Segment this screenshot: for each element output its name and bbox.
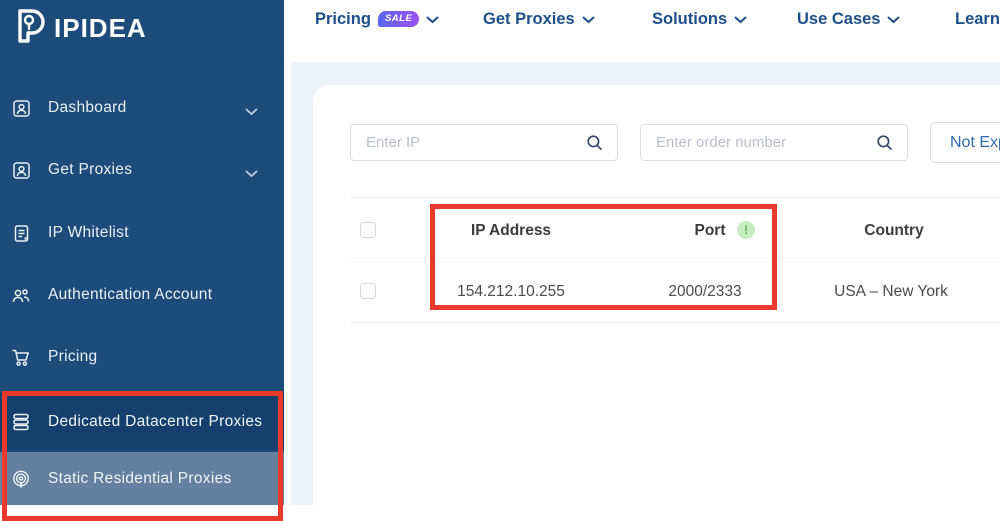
sidebar-item-dedicated-datacenter-proxies[interactable]: Dedicated Datacenter Proxies [0, 393, 284, 450]
nav-label: Use Cases [797, 9, 881, 28]
brand-name: IPIDEA [54, 13, 147, 43]
nav-item-get-proxies[interactable]: Get Proxies [483, 0, 595, 38]
sidebar-item-pricing[interactable]: Pricing [0, 339, 284, 375]
nav-label: Solutions [652, 9, 728, 28]
order-search-input[interactable] [641, 134, 876, 151]
sale-badge: SALE [377, 11, 420, 27]
id-card-icon [11, 160, 31, 180]
column-header-port: Port [694, 222, 726, 239]
nav-label: Get Proxies [483, 9, 575, 28]
port-info-icon[interactable]: ! [737, 221, 755, 239]
table-divider [350, 322, 1000, 323]
chevron-down-icon [734, 10, 747, 29]
nav-label: Learn [955, 9, 1000, 28]
sidebar-item-static-residential-proxies[interactable]: Static Residential Proxies [0, 452, 284, 505]
select-all-checkbox[interactable] [360, 222, 376, 238]
content-gutter [284, 62, 291, 505]
sidebar-item-label: Authentication Account [48, 286, 213, 303]
chevron-down-icon [245, 103, 258, 121]
nav-item-learn[interactable]: Learn [955, 0, 1000, 38]
sidebar-item-label: Dashboard [48, 99, 127, 116]
expiry-status-label: Not Exp [950, 133, 1000, 151]
sidebar-item-authentication-account[interactable]: Authentication Account [0, 277, 284, 313]
expiry-status-filter[interactable]: Not Exp [930, 122, 1000, 163]
sidebar-item-label: Static Residential Proxies [48, 469, 232, 487]
sidebar: IPIDEA Dashboard Get Proxies [0, 0, 284, 505]
brand-logo[interactable]: IPIDEA [12, 7, 147, 50]
sidebar-item-label: Get Proxies [48, 161, 133, 178]
sidebar-item-dashboard[interactable]: Dashboard [0, 90, 284, 126]
column-header-ip-address: IP Address [470, 222, 552, 239]
cell-country: USA – New York [834, 283, 948, 300]
nav-item-solutions[interactable]: Solutions [652, 0, 747, 38]
row-checkbox[interactable] [360, 283, 376, 299]
search-icon[interactable] [586, 134, 603, 151]
order-search-box [640, 124, 908, 161]
sidebar-item-label: IP Whitelist [48, 224, 129, 241]
chevron-down-icon [582, 10, 595, 29]
target-icon [11, 469, 31, 489]
content-card: Not Exp IP Address Port ! Country 154.21… [313, 85, 1000, 505]
server-icon [11, 412, 31, 432]
id-card-icon [11, 98, 31, 118]
sidebar-item-get-proxies[interactable]: Get Proxies [0, 152, 284, 188]
table-divider [350, 197, 1000, 198]
document-icon [11, 223, 31, 243]
nav-item-pricing[interactable]: Pricing SALE [315, 0, 439, 38]
chevron-down-icon [887, 10, 900, 29]
search-icon[interactable] [876, 134, 893, 151]
chevron-down-icon [245, 165, 258, 183]
cell-ip-address: 154.212.10.255 [457, 283, 565, 300]
chevron-down-icon [426, 10, 439, 29]
table-divider [350, 257, 1000, 258]
top-navigation: Pricing SALE Get Proxies Solutions Use C… [284, 0, 1000, 62]
cart-icon [11, 347, 31, 367]
sidebar-item-label: Pricing [48, 348, 98, 365]
cell-port: 2000/2333 [668, 283, 742, 300]
sidebar-item-ip-whitelist[interactable]: IP Whitelist [0, 215, 284, 251]
ip-search-box [350, 124, 618, 161]
sidebar-item-label: Dedicated Datacenter Proxies [48, 412, 263, 430]
column-header-country: Country [864, 222, 924, 239]
ip-search-input[interactable] [351, 134, 586, 151]
nav-item-use-cases[interactable]: Use Cases [797, 0, 900, 38]
nav-label: Pricing [315, 9, 371, 28]
ipidea-logo-icon [12, 7, 46, 50]
people-icon [11, 285, 31, 305]
